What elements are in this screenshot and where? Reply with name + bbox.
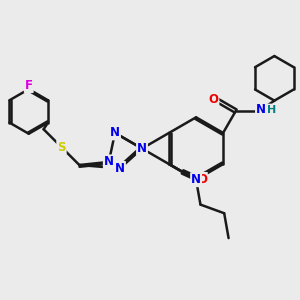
Text: N: N [115,162,125,175]
Text: N: N [256,103,266,116]
Text: N: N [137,142,147,155]
Text: F: F [25,79,33,92]
Text: O: O [197,173,207,186]
Text: N: N [191,173,201,186]
Text: N: N [104,155,114,168]
Text: H: H [267,104,277,115]
Text: O: O [208,93,218,106]
Text: N: N [110,126,120,140]
Text: S: S [57,141,66,154]
